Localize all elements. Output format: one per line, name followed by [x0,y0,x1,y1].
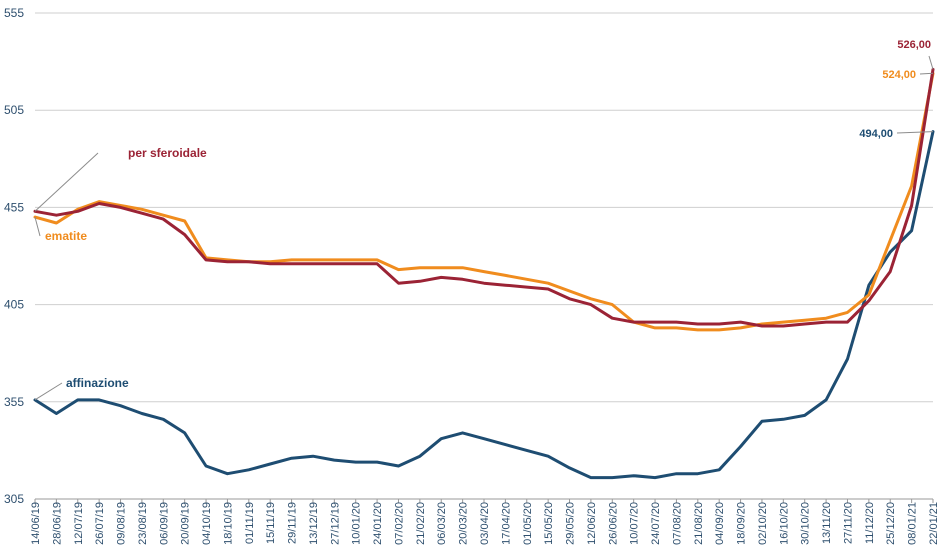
x-tick-label: 07/02/20 [393,502,405,545]
annotation-ematite: ematite [45,229,87,243]
x-tick-label: 13/12/19 [308,502,320,545]
x-tick-label: 06/03/20 [436,502,448,545]
x-tick-label: 04/10/19 [201,502,213,545]
y-tick-label: 555 [4,6,24,20]
x-tick-label: 10/07/20 [629,502,641,545]
y-tick-label: 405 [4,298,24,312]
x-tick-label: 13/11/20 [821,502,833,544]
x-tick-label: 01/05/20 [522,502,534,545]
x-tick-label: 27/12/19 [329,502,341,545]
x-tick-label: 03/04/20 [479,502,491,545]
y-tick-label: 505 [4,103,24,117]
x-tick-label: 18/10/19 [222,502,234,545]
grid-lines [35,12,933,500]
x-axis: 14/06/19 28/06/19 12/07/19 26/07/19 09/08/19… [30,498,940,545]
end-label-ematite: 524,00 [882,69,916,81]
series-line-affinazione [33,130,935,480]
y-axis: 305 355 405 455 505 555 [4,6,24,506]
y-tick-label: 455 [4,200,24,214]
x-tick-label: 16/10/20 [778,502,790,545]
x-tick-label: 01/11/19 [244,502,256,544]
x-tick-label: 30/10/20 [800,502,812,545]
x-tick-label: 20/09/19 [180,502,192,545]
x-tick-label: 12/07/19 [73,502,85,545]
x-tick-label: 26/07/19 [94,502,106,545]
annotation-affinazione: affinazione [66,376,129,390]
leader-end-ematite [919,72,934,75]
x-tick-label: 23/08/19 [137,502,149,545]
x-tick-label: 21/08/20 [693,502,705,545]
end-label-per-sferoidale: 526,00 [897,39,931,51]
x-tick-label: 02/10/20 [757,502,769,545]
end-label-affinazione: 494,00 [859,128,893,140]
x-tick-label: 08/01/21 [907,502,919,545]
leader-end-affinazione [896,131,934,134]
x-tick-label: 18/09/20 [736,502,748,545]
x-tick-label: 29/05/20 [565,502,577,545]
series-lines [33,67,935,480]
x-tick-label: 20/03/20 [458,502,470,545]
x-tick-label: 27/11/20 [842,502,854,544]
x-tick-label: 24/01/20 [372,502,384,545]
x-tick-label: 04/09/20 [714,502,726,545]
y-tick-label: 305 [4,492,24,506]
x-tick-label: 06/09/19 [158,502,170,545]
x-tick-label: 21/02/20 [415,502,427,545]
x-tick-label: 29/11/19 [287,502,299,544]
x-tick-label: 11/12/20 [864,502,876,544]
x-tick-label: 22/01/21 [928,502,940,545]
x-tick-label: 26/06/20 [607,502,619,545]
leader-lines [34,55,934,401]
x-tick-label: 14/06/19 [30,502,42,545]
x-tick-label: 07/08/20 [671,502,683,545]
x-tick-label: 10/01/20 [351,502,363,545]
x-tick-label: 28/06/19 [51,502,63,545]
x-tick-label: 24/07/20 [650,502,662,545]
x-tick-label: 09/08/19 [116,502,128,545]
series-line-per-sferoidale [33,67,935,328]
leader-end-per-sferoidale [928,55,934,70]
x-tick-label: 15/05/20 [543,502,555,545]
leader-ematite [34,216,41,237]
series-line-ematite [33,71,935,332]
leader-per-sferoidale [34,152,99,212]
leader-affinazione [34,382,63,401]
x-tick-label: 15/11/19 [265,502,277,544]
x-tick-label: 17/04/20 [500,502,512,545]
x-tick-label: 12/06/20 [586,502,598,545]
annotation-per-sferoidale: per sferoidale [128,146,207,160]
x-tick-label: 25/12/20 [885,502,897,545]
y-tick-label: 355 [4,395,24,409]
